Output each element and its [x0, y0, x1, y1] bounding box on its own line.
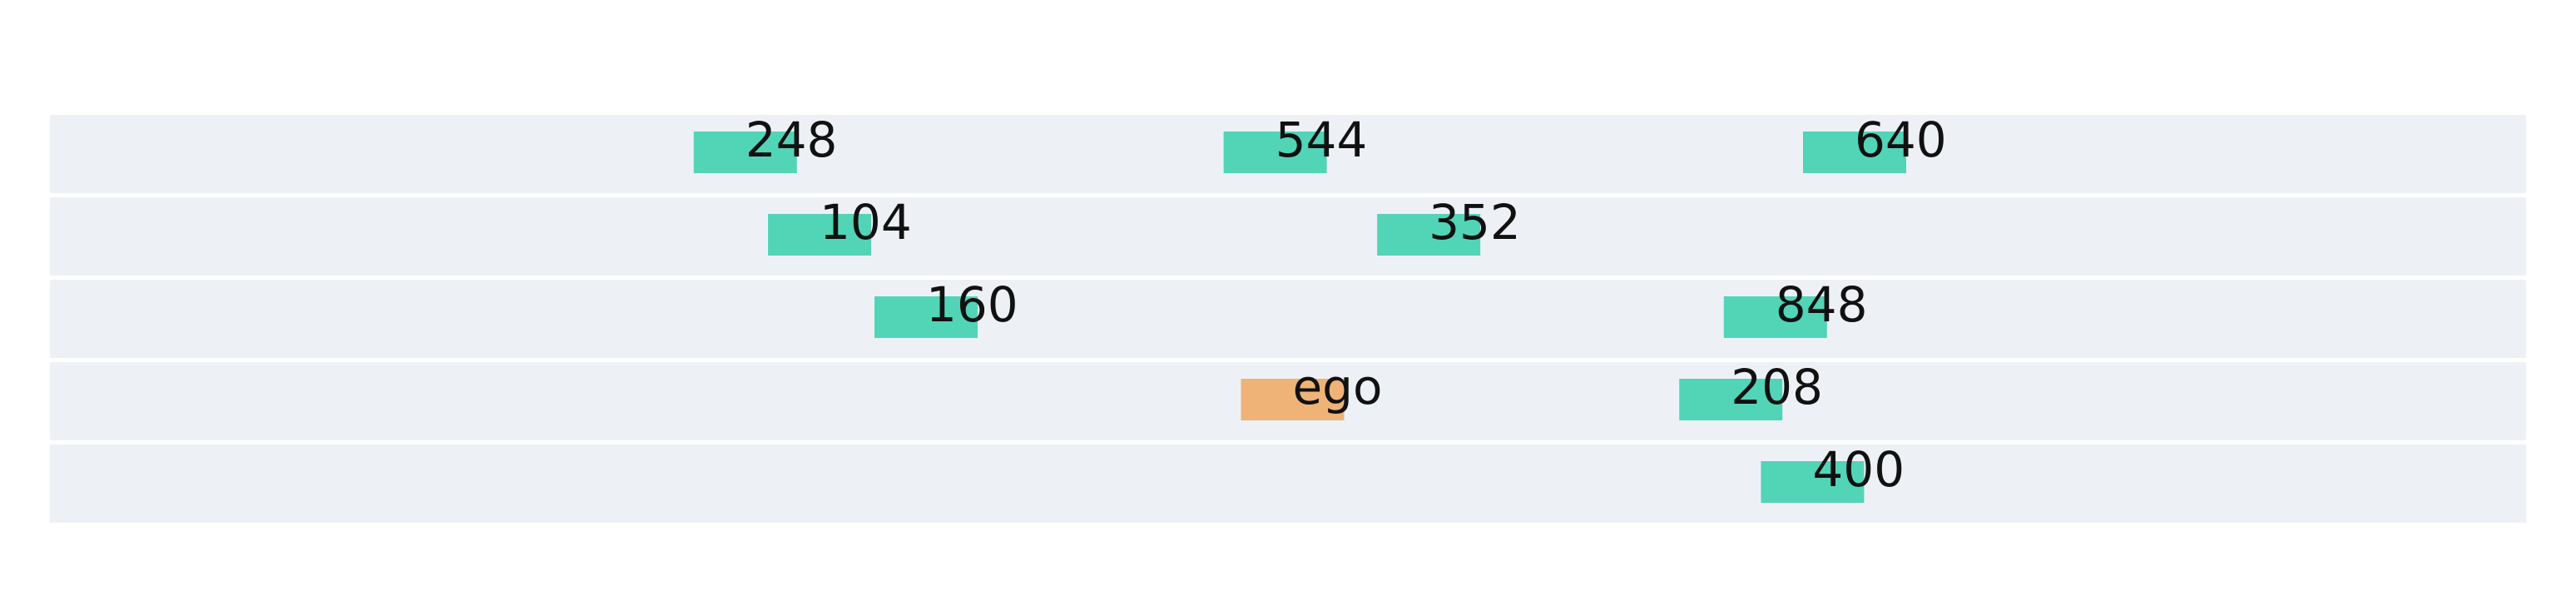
vehicle-box	[874, 296, 978, 338]
vehicle-352: 352	[1377, 194, 1521, 256]
ego-vehicle-box	[1241, 379, 1345, 420]
vehicle-box	[693, 132, 797, 173]
vehicle-label: 848	[1776, 276, 1868, 333]
vehicle-label: 208	[1731, 359, 1823, 415]
vehicle-box	[1803, 132, 1907, 173]
vehicle-label: 544	[1276, 112, 1368, 168]
vehicle-label: 160	[926, 276, 1018, 333]
vehicle-box	[1377, 214, 1481, 256]
vehicle-640: 640	[1803, 112, 1947, 173]
vehicle-248: 248	[693, 112, 838, 173]
vehicle-box	[1723, 296, 1827, 338]
vehicle-400: 400	[1761, 441, 1905, 503]
vehicle-848: 848	[1723, 276, 1868, 338]
lane-3	[50, 280, 2526, 358]
vehicle-box	[1679, 379, 1783, 420]
vehicle-104: 104	[768, 194, 912, 256]
vehicle-label: 640	[1855, 112, 1947, 168]
lane-2	[50, 197, 2526, 276]
lanes-group	[50, 115, 2526, 523]
vehicle-label: 248	[746, 112, 838, 168]
vehicles-group: 248 544 640 104 352 160 848 ego 208 400	[693, 112, 1947, 503]
vehicle-box	[768, 214, 872, 256]
vehicle-box	[1223, 132, 1327, 173]
vehicle-label: 352	[1429, 194, 1521, 251]
vehicle-544: 544	[1223, 112, 1368, 173]
ego-vehicle-label: ego	[1292, 359, 1382, 415]
vehicle-160: 160	[874, 276, 1018, 338]
ego-vehicle: ego	[1241, 359, 1382, 420]
vehicle-208: 208	[1679, 359, 1823, 420]
vehicle-label: 104	[820, 194, 912, 251]
lane-5	[50, 445, 2526, 523]
vehicle-label: 400	[1812, 441, 1905, 498]
vehicle-box	[1761, 461, 1865, 503]
